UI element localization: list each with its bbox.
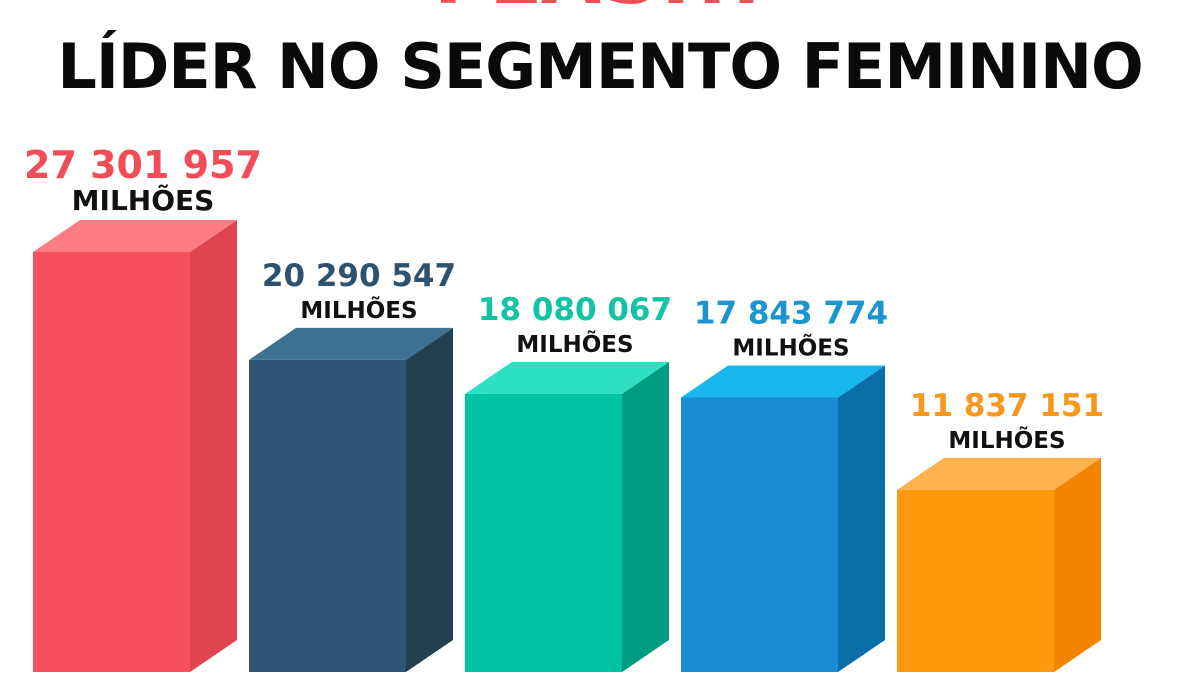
bar-3-front: [465, 393, 622, 672]
bar-4-top: [681, 365, 885, 398]
value-label: 11 837 151: [910, 388, 1104, 424]
bar-5-side: [1054, 457, 1101, 672]
bar-4-front: [681, 397, 838, 672]
bar-2: [249, 327, 453, 672]
bar-5-top: [897, 457, 1101, 490]
unit-label: MILHÕES: [516, 330, 633, 358]
bar-2-side: [406, 327, 453, 672]
headline-flash: FLASH!: [0, 0, 1200, 16]
bar-1-front: [33, 252, 190, 672]
bar-4: [681, 365, 885, 672]
unit-label: MILHÕES: [948, 426, 1065, 454]
value-label: 27 301 957: [24, 143, 262, 187]
bar-3-top: [465, 361, 669, 394]
bar-3: [465, 361, 669, 672]
bar-1-top: [33, 220, 237, 252]
unit-label: MILHÕES: [300, 296, 417, 324]
bar-4-side: [838, 365, 885, 672]
unit-label: MILHÕES: [732, 334, 849, 362]
bar-2-front: [249, 359, 406, 672]
value-label: 20 290 547: [262, 258, 456, 294]
bar-2-top: [249, 327, 453, 360]
value-label: 18 080 067: [478, 292, 672, 328]
page-title: LÍDER NO SEGMENTO FEMININO: [57, 30, 1143, 103]
bar-3-side: [622, 361, 669, 672]
unit-label: MILHÕES: [72, 183, 215, 217]
bar-1-side: [190, 220, 237, 672]
bar-1: [33, 220, 237, 672]
bar-5: [897, 457, 1101, 672]
bar-5-front: [897, 489, 1054, 672]
value-label: 17 843 774: [694, 296, 888, 332]
